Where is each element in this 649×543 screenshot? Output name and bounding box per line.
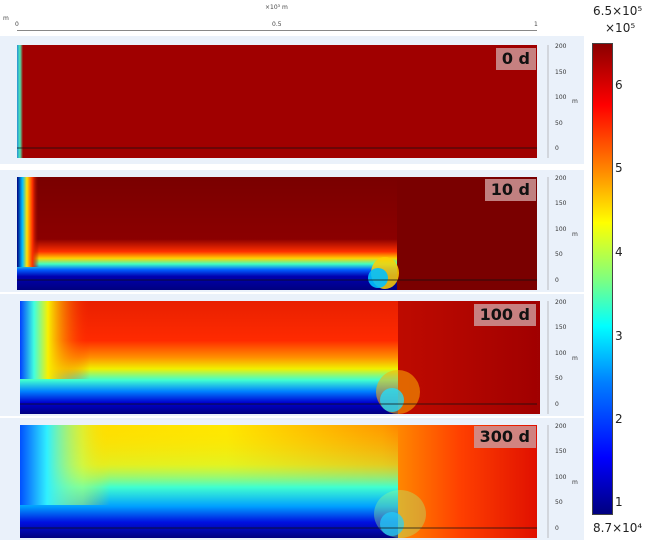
y-tick-200: 200: [555, 299, 567, 306]
panel-0d: 200 150 100 m 50 0 0 d: [0, 36, 584, 164]
top-axis-multiplier: ×10³ m: [265, 4, 288, 11]
y-tick-200: 200: [555, 43, 567, 50]
y-tick-0: 0: [555, 525, 559, 532]
y-tick-150: 150: [555, 448, 567, 455]
y-tick-50: 50: [555, 375, 563, 382]
top-axis-tick-0: 0: [15, 21, 19, 28]
panel-label-10d: 10 d: [484, 179, 536, 201]
y-tick-50: 50: [555, 120, 563, 127]
y-tick-0: 0: [555, 277, 559, 284]
y-unit: m: [572, 231, 578, 238]
colorbar-tick-2: 2: [615, 412, 623, 426]
colorbar-tick-5: 5: [615, 161, 623, 175]
colorbar-max-label: 6.5×10⁵: [593, 4, 643, 18]
y-tick-100: 100: [555, 350, 567, 357]
colorbar-tick-1: 1: [615, 495, 623, 509]
y-tick-150: 150: [555, 200, 567, 207]
colorbar-min-label: 8.7×10⁴: [593, 521, 643, 535]
panel-label-300d: 300 d: [473, 426, 536, 448]
panel-300d: 200 150 100 m 50 0 300 d: [0, 418, 584, 540]
colorbar-exponent-label: ×10⁵: [605, 21, 636, 35]
y-tick-0: 0: [555, 401, 559, 408]
colorbar-tick-3: 3: [615, 329, 623, 343]
panel-100d-plot: 200 150 100 m 50 0: [20, 299, 578, 414]
y-tick-150: 150: [555, 69, 567, 76]
y-tick-0: 0: [555, 145, 559, 152]
y-tick-100: 100: [555, 474, 567, 481]
field-100d-left: [20, 301, 90, 379]
panel-300d-plot: 200 150 100 m 50 0: [20, 423, 578, 538]
panel-0d-plot: 200 150 100 m 50 0: [17, 43, 578, 158]
colorbar-tick-4: 4: [615, 245, 623, 259]
panel-100d: 200 150 100 m 50 0 100 d: [0, 294, 584, 416]
top-axis-tick-05: 0.5: [272, 21, 282, 28]
y-tick-100: 100: [555, 226, 567, 233]
y-unit: m: [572, 355, 578, 362]
y-tick-50: 50: [555, 499, 563, 506]
panel-label-100d: 100 d: [473, 304, 536, 326]
left-edge-gradient: [17, 45, 23, 158]
colorbar: [592, 43, 613, 515]
panel-10d: 200 150 100 m 50 0 10 d: [0, 170, 584, 292]
y-tick-100: 100: [555, 94, 567, 101]
y-unit: m: [572, 479, 578, 486]
field-0d: [17, 45, 537, 158]
y-tick-50: 50: [555, 251, 563, 258]
top-axis-tick-1: 1: [534, 21, 538, 28]
top-axis-line: [17, 30, 537, 31]
panel-10d-plot: 200 150 100 m 50 0: [17, 175, 578, 290]
y-unit: m: [572, 98, 578, 105]
field-300d-left: [20, 425, 110, 505]
y-tick-150: 150: [555, 324, 567, 331]
y-tick-200: 200: [555, 423, 567, 430]
panel-label-0d: 0 d: [495, 48, 536, 70]
colorbar-tick-6: 6: [615, 78, 623, 92]
field-10d-band: [17, 177, 397, 290]
top-axis-unit: m: [3, 15, 9, 22]
y-tick-200: 200: [555, 175, 567, 182]
field-10d-left: [17, 177, 39, 267]
